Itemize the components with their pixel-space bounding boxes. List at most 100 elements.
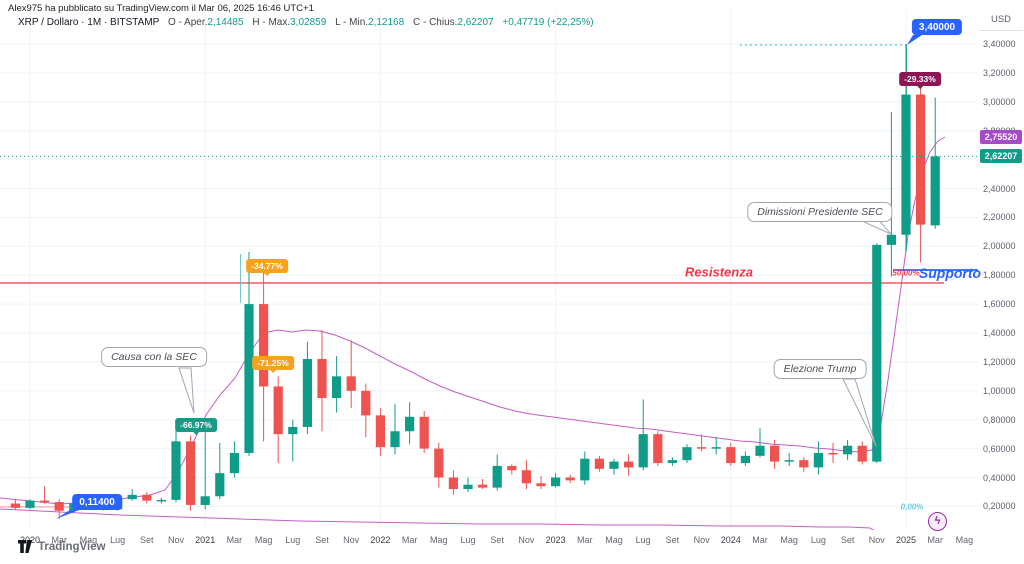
candle-body: [521, 470, 531, 484]
time-tick: Set: [490, 535, 504, 545]
price-tick: 0,20000: [983, 501, 1016, 512]
candle-body: [10, 503, 20, 508]
candle-body: [565, 477, 575, 481]
support-label[interactable]: Supporto: [918, 265, 982, 281]
time-tick: Set: [315, 535, 329, 545]
price-tick: 3,40000: [983, 39, 1016, 49]
high-price-flag[interactable]: 3,40000: [911, 19, 963, 35]
candle-body: [127, 494, 137, 500]
candle-body: [828, 452, 838, 455]
causa-sec-callout-tail: [178, 367, 195, 414]
price-tick: 2,20000: [983, 212, 1016, 223]
time-tick: 2022: [370, 535, 391, 545]
price-tick: 1,60000: [983, 299, 1016, 310]
candle-body: [448, 477, 458, 490]
lower-band-line: [0, 508, 875, 530]
price-tick: 0,80000: [983, 414, 1016, 425]
candle-body: [463, 484, 473, 490]
pct-label-2025-drop[interactable]: -29.33%: [899, 72, 941, 89]
candle-body: [697, 447, 707, 449]
candle-body: [682, 447, 692, 461]
candlesticks: [10, 44, 940, 519]
candle-body: [594, 458, 604, 469]
time-tick: 2021: [195, 535, 216, 545]
fib-50-label[interactable]: 50,00%: [892, 268, 920, 278]
candle-body: [200, 496, 210, 505]
change-value: +0,47719 (+22,25%): [502, 17, 594, 28]
last-price-label: 2,62207: [980, 149, 1022, 164]
candle-body: [405, 416, 415, 432]
candle-body: [843, 445, 853, 455]
fib-0-label[interactable]: 0,00%: [900, 502, 924, 512]
brand-name: TradingView: [38, 540, 106, 553]
time-tick: Mag: [780, 535, 798, 545]
pct-label-2021-drop-2[interactable]: -71.25%: [252, 356, 294, 373]
time-tick: 2024: [720, 535, 741, 545]
candle-body: [419, 416, 429, 449]
candle-body: [784, 460, 794, 462]
price-axis[interactable]: 3,400003,200003,000002,800002,400002,200…: [978, 0, 1024, 530]
attribution-text: Alex975 ha pubblicato su TradingView.com…: [8, 3, 314, 14]
candle-body: [54, 502, 64, 511]
low-price-flag[interactable]: 0,11400: [72, 494, 122, 510]
pct-label-2021-drop-1[interactable]: -34.77%: [246, 259, 288, 276]
time-tick: Set: [840, 535, 855, 545]
candle-body: [624, 461, 634, 468]
candle-body: [492, 465, 502, 488]
currency-label: USD: [979, 10, 1023, 31]
pct-label-sec-drop[interactable]: -66.97%: [175, 418, 217, 435]
low-label: L - Min.: [335, 17, 369, 28]
lightning-badge-icon[interactable]: ϟ: [928, 512, 947, 531]
pct-label-sec-drop-pointer: [191, 431, 200, 439]
indicator-price-label: 2,75520: [980, 130, 1022, 145]
candle-body: [726, 447, 736, 464]
high-value: 3,02859: [290, 17, 327, 28]
high-label: H - Max.: [252, 17, 291, 28]
time-tick: 2023: [545, 535, 566, 545]
candle-body: [259, 304, 269, 387]
time-tick: Lug: [635, 535, 651, 545]
candle-body: [215, 473, 225, 497]
candle-body: [317, 359, 327, 399]
candle-body: [580, 458, 590, 481]
candle-body: [229, 452, 239, 474]
price-tick: 0,40000: [983, 472, 1016, 483]
time-tick: Set: [665, 535, 680, 545]
pct-label-2021-drop-1-pointer: [262, 272, 271, 280]
elezione-trump-callout-tail: [842, 378, 877, 447]
candle-body: [609, 461, 619, 469]
candle-body: [886, 234, 896, 245]
candle-body: [872, 244, 882, 462]
callout-elezione-trump[interactable]: Elezione Trump: [773, 359, 867, 379]
callout-causa-sec[interactable]: Causa con la SEC: [101, 347, 207, 367]
candle-body: [799, 460, 809, 468]
resistance-label[interactable]: Resistenza: [685, 264, 753, 280]
candle-body: [332, 376, 342, 399]
time-tick: Lug: [810, 535, 826, 545]
price-tick: 1,40000: [983, 328, 1016, 338]
candle-body: [273, 386, 283, 435]
time-tick: Nov: [343, 535, 360, 545]
pct-label-2025-drop-pointer: [915, 85, 924, 93]
time-tick: Mag: [605, 535, 623, 545]
footer: TradingView: [18, 540, 106, 553]
time-axis[interactable]: 2020MarMagLugSetNov2021MarMagLugSetNov20…: [0, 530, 1024, 550]
candle-body: [711, 447, 721, 449]
price-tick: 0,60000: [983, 443, 1016, 454]
time-tick: Mar: [577, 535, 593, 545]
time-tick: Mar: [752, 535, 768, 545]
time-tick: Lug: [110, 535, 126, 545]
callout-dimissioni-sec[interactable]: Dimissioni Presidente SEC: [747, 202, 893, 222]
candle-body: [156, 499, 166, 502]
time-tick: Mar: [401, 535, 418, 545]
candle-body: [638, 434, 648, 468]
symbol-title: XRP / Dollaro · 1M · BITSTAMP: [18, 17, 160, 28]
low-value: 2,12168: [368, 17, 405, 28]
candle-body: [375, 415, 385, 448]
price-tick: 2,00000: [983, 241, 1016, 252]
time-tick: Mar: [51, 535, 67, 545]
symbol-info-row[interactable]: XRP / Dollaro · 1M · BITSTAMP O - Aper.2…: [18, 17, 594, 28]
candle-body: [740, 455, 750, 464]
